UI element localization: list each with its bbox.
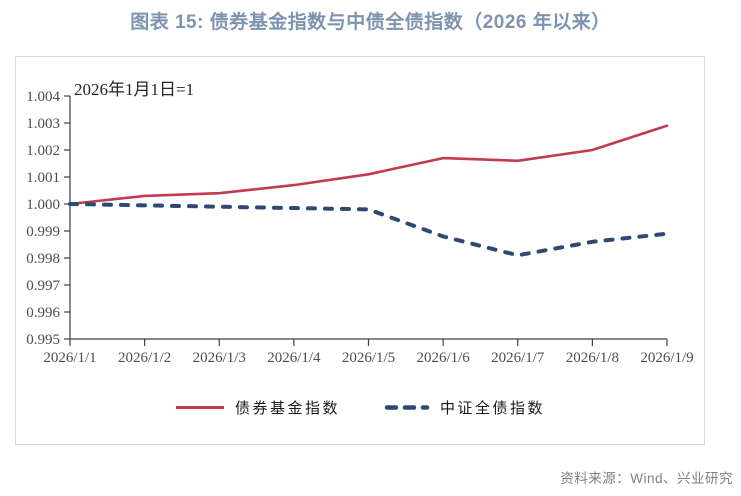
chart-title: 图表 15: 债券基金指数与中债全债指数（2026 年以来） [130,12,611,33]
legend-label-bond-fund-index: 债券基金指数 [234,401,340,417]
chart-legend: 债券基金指数 中证全债指数 [16,397,704,418]
x-tick-label: 2026/1/3 [193,350,246,366]
y-tick-label: 1.002 [26,143,60,159]
x-tick-label: 2026/1/5 [342,350,395,366]
legend-line-solid-icon [175,406,224,409]
y-tick-label: 0.995 [26,332,60,348]
x-tick-label: 2026/1/6 [416,350,470,366]
y-tick-label: 0.996 [26,305,60,321]
series-line-1 [68,202,669,258]
y-tick-label: 1.001 [26,170,60,186]
x-tick-label: 2026/1/2 [118,350,171,366]
x-tick-label: 2026/1/8 [566,350,619,366]
x-tick-label: 2026/1/9 [640,350,693,366]
x-tick-label: 2026/1/4 [267,350,321,366]
y-tick-label: 0.999 [26,224,60,240]
y-tick-label: 1.003 [26,116,60,132]
base-date-annotation: 2026年1月1日=1 [74,80,195,99]
series-line-0 [68,124,669,206]
source-note: 资料来源：Wind、兴业研究 [560,471,733,486]
chart-panel: 1.004 1.003 1.002 1.001 1.000 0.999 0.998 0.997… [15,56,705,445]
chart-svg: 1.004 1.003 1.002 1.001 1.000 0.999 0.998 0.997… [26,89,693,366]
y-tick-label: 1.004 [26,89,60,105]
legend-line-dashed-icon [384,405,430,410]
y-tick-label: 1.000 [26,197,60,213]
axes [64,95,668,346]
y-tick-label: 0.997 [26,278,60,294]
x-tick-label: 2026/1/1 [43,350,96,366]
y-tick-label: 0.998 [26,251,60,267]
legend-item-csi-bond-index: 中证全债指数 [384,397,545,418]
legend-item-bond-fund-index: 债券基金指数 [175,397,340,418]
x-tick-label: 2026/1/7 [491,350,545,366]
legend-label-csi-bond-index: 中证全债指数 [440,401,546,417]
